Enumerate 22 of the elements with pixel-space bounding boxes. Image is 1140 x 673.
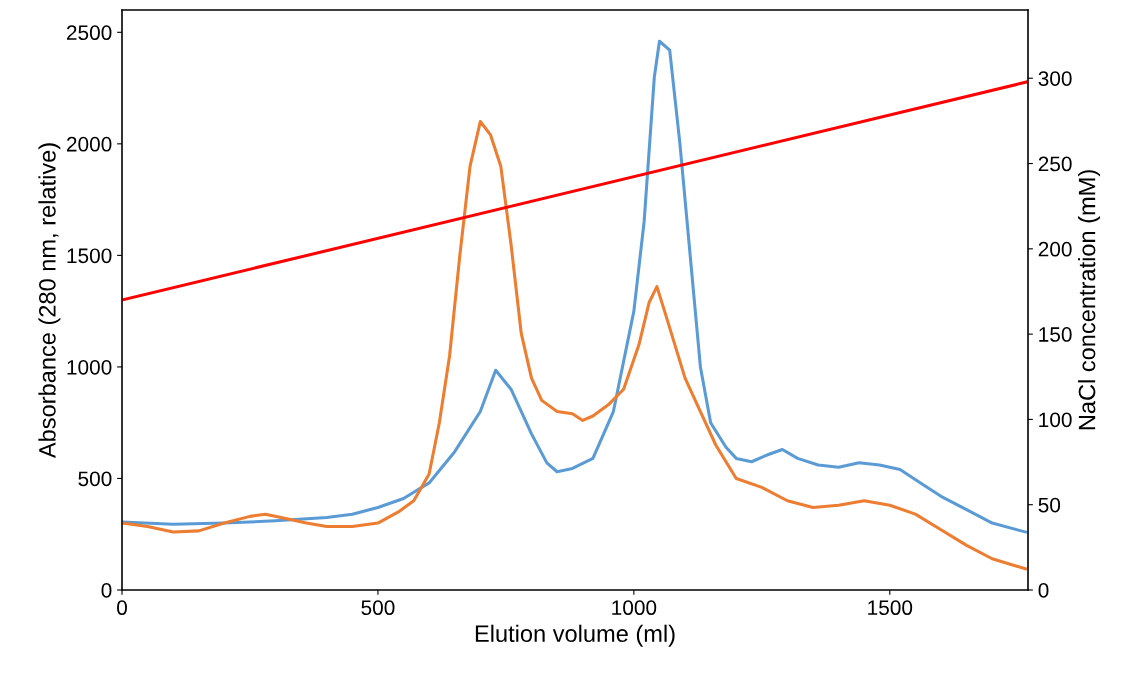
y2-tick-label: 0 [1038, 583, 1049, 598]
y2-axis-title: NaCl concentration (mM) [1078, 170, 1101, 430]
y-axis-title: Absorbance (280 nm, relative) [38, 143, 61, 459]
x-tick-label: 0 [117, 600, 127, 616]
x-tick-label: 1500 [868, 600, 913, 616]
y2-tick-label: 300 [1038, 71, 1072, 86]
line-series [122, 120, 1027, 571]
y2-tick-label: 100 [1039, 412, 1072, 428]
y-tick-label: 2500 [66, 25, 112, 41]
x-axis-title: Elution volume (ml) [475, 624, 675, 647]
y2-tick-label: 50 [1038, 497, 1061, 513]
y-tick-label: 0 [101, 583, 112, 598]
y-tick-label: 1500 [67, 248, 112, 264]
y2-tick-label: 250 [1038, 156, 1072, 172]
y-tick-label: 2000 [66, 136, 112, 152]
y-tick-label: 500 [78, 471, 112, 487]
x-tick-label: 500 [361, 600, 395, 616]
y2-tick-label: 200 [1038, 241, 1072, 257]
y2-tick-label: 150 [1039, 327, 1072, 342]
y-tick-label: 1000 [67, 359, 112, 375]
line-series [122, 39, 1027, 534]
x-tick-label: 1000 [612, 600, 657, 616]
